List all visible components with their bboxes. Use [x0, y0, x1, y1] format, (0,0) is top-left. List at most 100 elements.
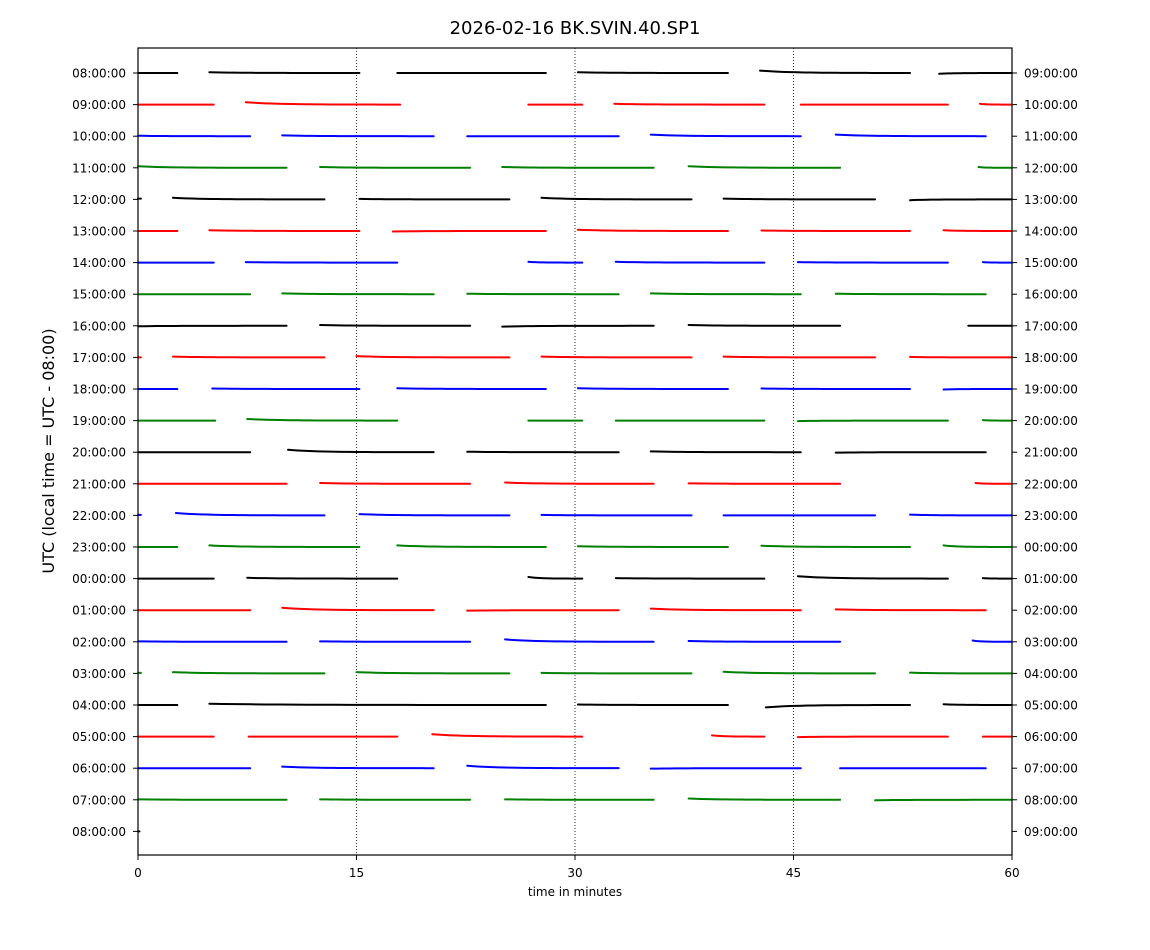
y-tick-label-right: 20:00:00	[1024, 414, 1078, 428]
y-tick-label-right: 07:00:00	[1024, 762, 1078, 776]
plot-area: 0 15 30 45 60 08:00:00 09:00:00 09:00:00 10:00:0…	[72, 48, 1078, 880]
trace-segment	[796, 575, 949, 580]
x-axis-label: time in minutes	[528, 885, 622, 899]
trace-segment	[613, 102, 766, 106]
trace-segment	[281, 292, 435, 296]
chart-title: 2026-02-16 BK.SVIN.40.SP1	[450, 18, 701, 39]
trace-segment	[942, 229, 1013, 232]
y-tick-label-right: 22:00:00	[1024, 477, 1078, 491]
y-tick-label-right: 23:00:00	[1024, 509, 1078, 523]
y-tick-label-left: 19:00:00	[72, 414, 126, 428]
y-tick-label-left: 21:00:00	[72, 477, 126, 491]
trace-segment	[540, 196, 693, 201]
x-tick-label: 60	[1004, 866, 1019, 880]
trace-segment	[909, 671, 1013, 675]
trace-segment	[540, 355, 693, 359]
trace-segment	[504, 481, 655, 485]
y-axis-label: UTC (local time = UTC - 08:00)	[39, 328, 58, 573]
trace-segment	[208, 702, 547, 706]
trace-segment	[137, 165, 288, 169]
trace-segment	[171, 355, 326, 359]
y-tick-label-left: 10:00:00	[72, 130, 126, 144]
trace-segment	[687, 797, 842, 801]
trace-segment	[978, 102, 1013, 106]
y-tick-label-left: 20:00:00	[72, 446, 126, 460]
trace-segment	[687, 324, 842, 327]
trace-segment	[576, 71, 729, 74]
y-tick-label-right: 05:00:00	[1024, 699, 1078, 713]
trace-segment	[909, 513, 1013, 517]
trace-segment	[710, 734, 766, 738]
x-tick-label: 30	[567, 866, 582, 880]
y-tick-label-right: 09:00:00	[1024, 825, 1078, 839]
y-tick-label-right: 16:00:00	[1024, 288, 1078, 302]
y-tick-label-right: 14:00:00	[1024, 225, 1078, 239]
y-tick-label-left: 22:00:00	[72, 509, 126, 523]
y-tick-label-right: 02:00:00	[1024, 604, 1078, 618]
y-tick-label-left: 05:00:00	[72, 730, 126, 744]
trace-segment	[576, 545, 729, 548]
trace-segment	[722, 670, 877, 675]
trace-segment	[319, 166, 472, 169]
y-tick-label-left: 14:00:00	[72, 256, 126, 270]
trace-segment	[614, 260, 766, 264]
trace-segment	[687, 640, 842, 643]
y-tick-label-left: 09:00:00	[72, 98, 126, 112]
y-tick-label-right: 00:00:00	[1024, 541, 1078, 555]
trace-segment	[649, 450, 802, 454]
trace-segment	[576, 228, 729, 232]
trace-segment	[722, 355, 877, 359]
y-tick-label-left: 17:00:00	[72, 351, 126, 365]
y-tick-label-left: 16:00:00	[72, 319, 126, 333]
trace-segment	[319, 482, 472, 485]
y-tick-label-left: 18:00:00	[72, 383, 126, 397]
trace-segment	[834, 608, 987, 612]
x-tick-label: 45	[786, 866, 801, 880]
trace-segment	[174, 512, 326, 517]
y-tick-label-left: 15:00:00	[72, 288, 126, 302]
trace-segment	[208, 229, 361, 232]
y-tick-label-left: 06:00:00	[72, 762, 126, 776]
trace-segment	[722, 197, 877, 201]
trace-segment	[576, 387, 729, 390]
trace-segment	[355, 355, 511, 359]
y-tick-label-right: 19:00:00	[1024, 383, 1078, 397]
y-tick-label-left: 12:00:00	[72, 193, 126, 207]
y-tick-label-left: 07:00:00	[72, 793, 126, 807]
y-tick-label-left: 04:00:00	[72, 699, 126, 713]
trace-segment	[171, 671, 326, 675]
y-tick-label-right: 18:00:00	[1024, 351, 1078, 365]
y-tick-label-left: 02:00:00	[72, 635, 126, 649]
y-tick-label-right: 21:00:00	[1024, 446, 1078, 460]
y-tick-label-right: 04:00:00	[1024, 667, 1078, 681]
trace-segment	[834, 133, 987, 138]
trace-segment	[171, 196, 326, 201]
trace-segment	[355, 671, 511, 675]
plot-frame	[137, 47, 1013, 856]
y-tick-label-left: 08:00:00	[72, 67, 126, 81]
trace-segment	[504, 638, 655, 643]
trace-segment	[687, 165, 842, 169]
trace-segment	[246, 576, 399, 580]
trace-segment	[244, 101, 402, 106]
trace-segment	[938, 72, 1013, 75]
x-tick-label: 15	[349, 866, 364, 880]
trace-segment	[971, 639, 1013, 643]
trace-segment	[760, 544, 912, 548]
trace-segment	[208, 544, 361, 548]
trace-segment	[527, 260, 584, 264]
y-tick-label-left: 00:00:00	[72, 572, 126, 586]
trace-segment	[281, 765, 435, 770]
trace-segment	[759, 69, 912, 74]
y-tick-label-left: 08:00:00	[72, 825, 126, 839]
y-tick-label-left: 13:00:00	[72, 225, 126, 239]
trace-segment	[942, 703, 1013, 706]
x-tick-label: 0	[134, 866, 142, 880]
trace-segment	[649, 607, 802, 612]
y-tick-label-right: 15:00:00	[1024, 256, 1078, 270]
trace-segment	[649, 133, 802, 138]
trace-segment	[501, 324, 655, 328]
trace-segment	[942, 544, 1013, 548]
trace-segment	[396, 387, 547, 390]
